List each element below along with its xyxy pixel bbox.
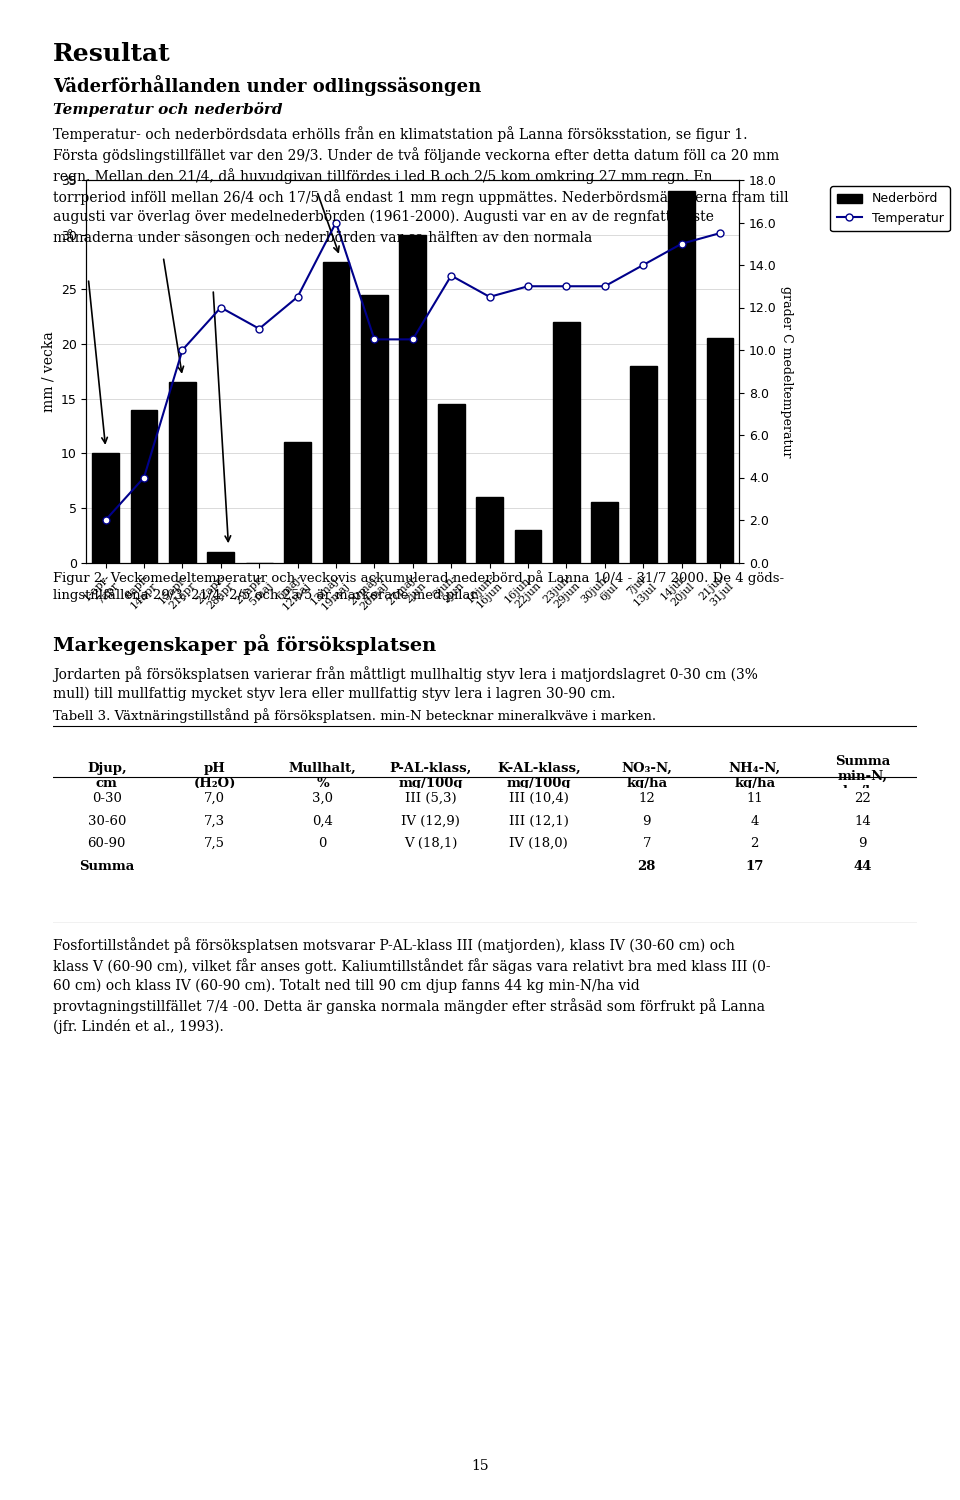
Text: Väderförhållanden under odlingssäsongen: Väderförhållanden under odlingssäsongen	[53, 75, 481, 96]
Y-axis label: mm / vecka: mm / vecka	[41, 332, 56, 411]
Text: Resultat: Resultat	[53, 42, 171, 66]
Text: Temperatur och nederbörd: Temperatur och nederbörd	[53, 102, 282, 117]
Bar	[399, 234, 426, 562]
Bar	[207, 552, 234, 562]
Bar	[169, 382, 196, 562]
Bar	[707, 339, 733, 562]
Bar	[476, 496, 503, 562]
Bar	[591, 503, 618, 562]
Bar	[515, 530, 541, 562]
Bar	[92, 453, 119, 562]
Bar	[630, 366, 657, 562]
Bar	[668, 190, 695, 562]
Text: Fosfortillståndet på försöksplatsen motsvarar P-AL-klass III (matjorden), klass : Fosfortillståndet på försöksplatsen mots…	[53, 938, 771, 1034]
Bar	[284, 442, 311, 562]
Text: Jordarten på försöksplatsen varierar från måttligt mullhaltig styv lera i matjor: Jordarten på försöksplatsen varierar frå…	[53, 666, 757, 700]
Bar	[438, 404, 465, 562]
Bar	[553, 322, 580, 562]
Text: Figur 2. Veckomedeltemperatur och veckovis ackumulerad nederbörd på Lanna 10/4 -: Figur 2. Veckomedeltemperatur och veckov…	[53, 570, 784, 602]
Bar	[361, 294, 388, 562]
Legend: Nederbörd, Temperatur: Nederbörd, Temperatur	[830, 186, 949, 231]
Bar	[323, 262, 349, 562]
Bar	[131, 410, 157, 562]
Text: Temperatur- och nederbördsdata erhölls från en klimatstation på Lanna försökssta: Temperatur- och nederbördsdata erhölls f…	[53, 126, 788, 244]
Text: Markegenskaper på försöksplatsen: Markegenskaper på försöksplatsen	[53, 634, 436, 656]
Y-axis label: grader C medeltemperatur: grader C medeltemperatur	[780, 285, 794, 458]
Text: 15: 15	[471, 1460, 489, 1473]
Text: Tabell 3. Växtnäringstillstånd på försöksplatsen. min-N betecknar mineralkväve i: Tabell 3. Växtnäringstillstånd på försök…	[53, 708, 656, 723]
